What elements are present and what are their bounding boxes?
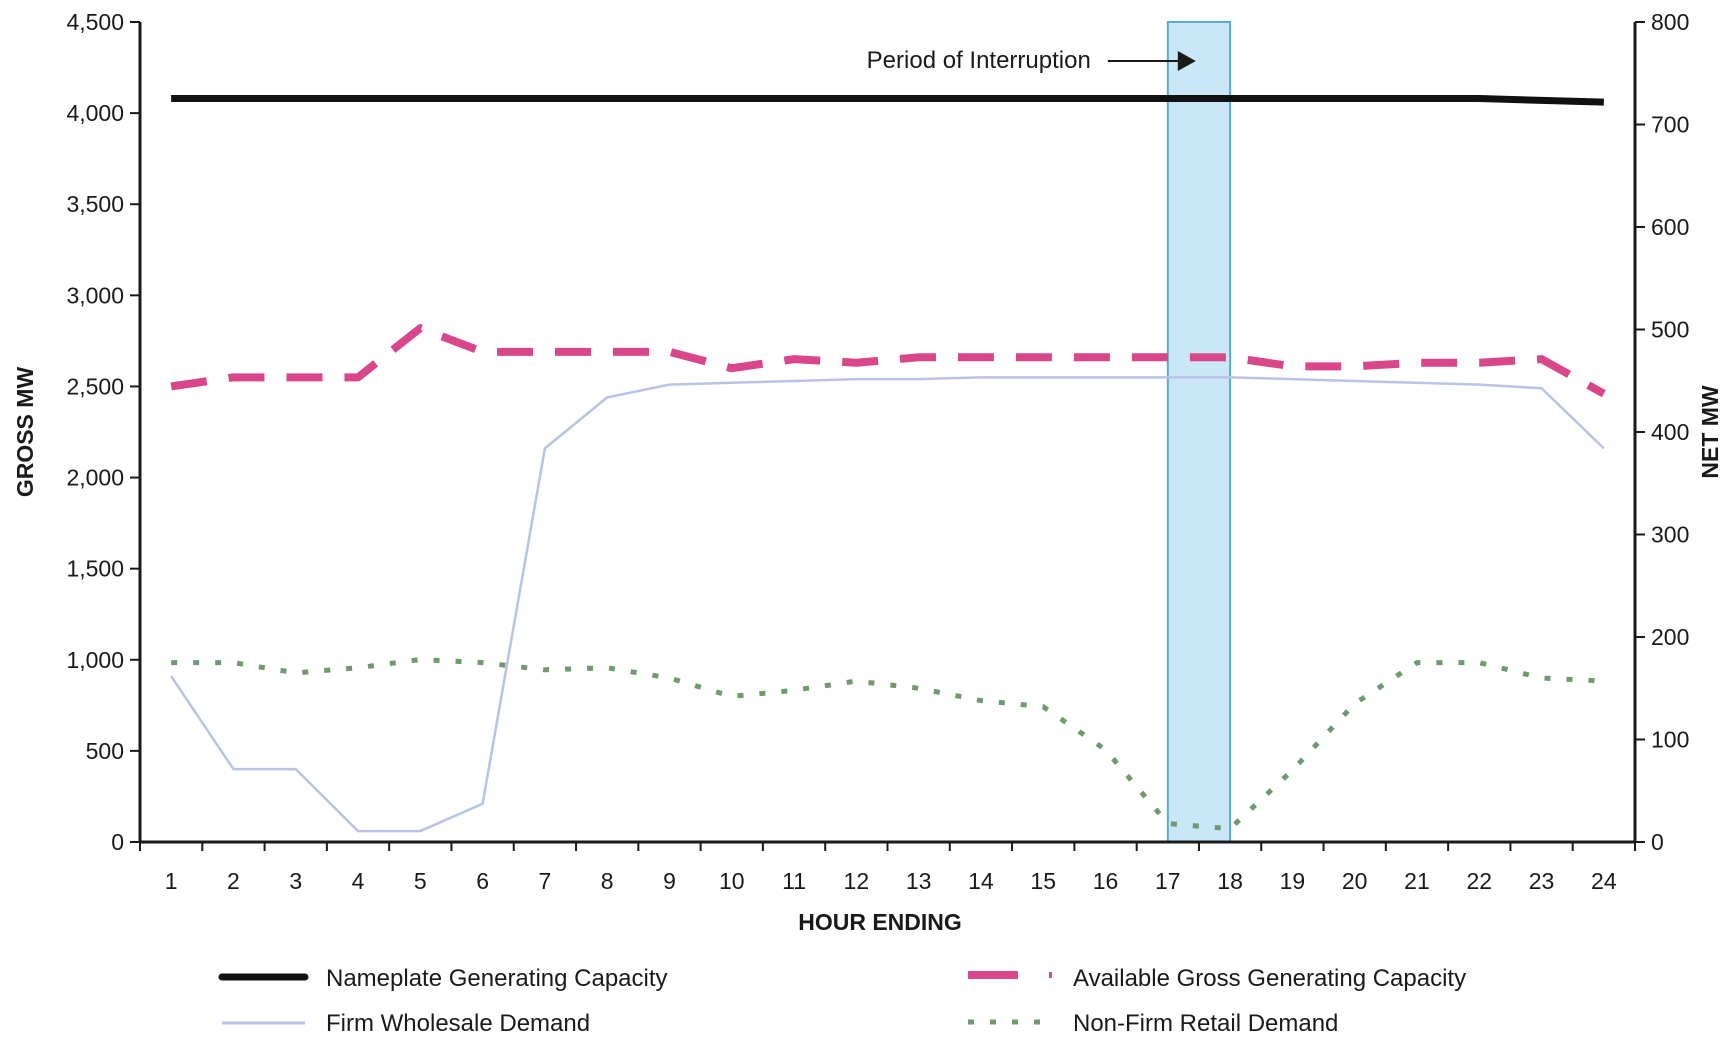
x-tick-label: 4 bbox=[352, 868, 365, 894]
x-tick-label: 10 bbox=[719, 868, 745, 894]
x-tick-label: 5 bbox=[414, 868, 427, 894]
x-tick-label: 18 bbox=[1217, 868, 1243, 894]
y-tick-label: 4,500 bbox=[66, 9, 124, 35]
y2-tick-label: 300 bbox=[1651, 522, 1689, 548]
legend-label-non-firm-retail: Non-Firm Retail Demand bbox=[1073, 1010, 1338, 1037]
y-tick-label: 500 bbox=[86, 738, 124, 764]
series-line-available-gross-capacity bbox=[170, 324, 1606, 398]
x-tick-label: 15 bbox=[1030, 868, 1056, 894]
x-tick-label: 24 bbox=[1591, 868, 1617, 894]
annotation-arrow-head bbox=[1177, 51, 1196, 71]
x-tick-label: 11 bbox=[782, 868, 806, 894]
x-tick-label: 12 bbox=[844, 868, 870, 894]
y2-tick-label: 700 bbox=[1651, 112, 1689, 138]
legend-label-firm-wholesale: Firm Wholesale Demand bbox=[326, 1010, 590, 1037]
x-tick-label: 21 bbox=[1404, 868, 1430, 894]
y2-tick-label: 800 bbox=[1651, 9, 1689, 35]
y-tick-label: 3,000 bbox=[66, 282, 124, 308]
series-layer bbox=[170, 95, 1606, 833]
series-line-nameplate-capacity bbox=[171, 95, 1604, 106]
y2-tick-label: 400 bbox=[1651, 419, 1689, 445]
x-tick-label: 2 bbox=[227, 868, 240, 894]
y2-axis-title: NET MW bbox=[1697, 385, 1723, 479]
x-tick-label: 3 bbox=[289, 868, 302, 894]
legend-label-nameplate: Nameplate Generating Capacity bbox=[326, 965, 668, 992]
x-tick-label: 17 bbox=[1155, 868, 1181, 894]
y-tick-label: 2,000 bbox=[66, 465, 124, 491]
legend-label-available-gross: Available Gross Generating Capacity bbox=[1073, 965, 1466, 992]
x-tick-label: 23 bbox=[1529, 868, 1555, 894]
x-tick-label: 22 bbox=[1466, 868, 1492, 894]
x-tick-label: 20 bbox=[1342, 868, 1368, 894]
axes-layer: 0 500 1,000 1,500 2,000 2,500 3,000 3,500 4,000 4… bbox=[66, 9, 1689, 894]
y2-tick-label: 500 bbox=[1651, 317, 1689, 343]
x-axis-title: HOUR ENDING bbox=[798, 909, 962, 935]
legend: Nameplate Generating Capacity Available … bbox=[218, 965, 1466, 1037]
y-tick-label: 0 bbox=[111, 829, 124, 855]
y-tick-label: 2,500 bbox=[66, 373, 124, 399]
x-tick-label: 6 bbox=[476, 868, 489, 894]
x-tick-label: 13 bbox=[906, 868, 932, 894]
annotation-label: Period of Interruption bbox=[867, 47, 1091, 74]
interruption-band-layer bbox=[1166, 21, 1232, 843]
series-line-firm-wholesale-demand bbox=[170, 376, 1605, 833]
y-tick-label: 3,500 bbox=[66, 191, 124, 217]
y2-tick-label: 100 bbox=[1651, 727, 1689, 753]
x-tick-label: 8 bbox=[601, 868, 614, 894]
interruption-band bbox=[1166, 21, 1232, 843]
y-tick-label: 1,000 bbox=[66, 647, 124, 673]
y-tick-label: 4,000 bbox=[66, 100, 124, 126]
x-tick-label: 14 bbox=[968, 868, 994, 894]
y2-tick-label: 0 bbox=[1651, 829, 1664, 855]
x-tick-label: 7 bbox=[538, 868, 551, 894]
x-tick-label: 9 bbox=[663, 868, 676, 894]
x-tick-label: 19 bbox=[1280, 868, 1306, 894]
annotation-layer: Period of Interruption bbox=[867, 47, 1196, 74]
y2-tick-label: 600 bbox=[1651, 214, 1689, 240]
x-tick-label: 1 bbox=[165, 868, 178, 894]
y-axis-title: GROSS MW bbox=[12, 367, 38, 498]
y2-tick-label: 200 bbox=[1651, 624, 1689, 650]
y-tick-label: 1,500 bbox=[66, 556, 124, 582]
x-tick-label: 16 bbox=[1093, 868, 1119, 894]
